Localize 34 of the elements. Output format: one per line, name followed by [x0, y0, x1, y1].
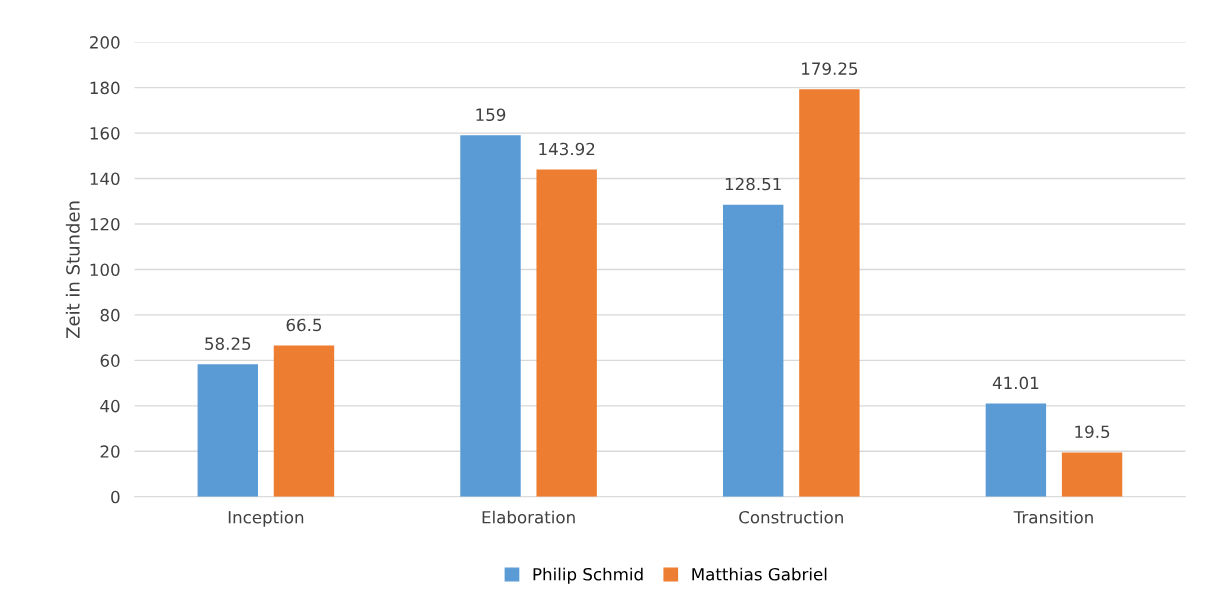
y-tick-label: 100 [90, 263, 120, 277]
legend-label: Matthias Gabriel [692, 567, 827, 581]
data-label: 128.51 [725, 177, 781, 191]
bar [273, 345, 335, 497]
x-tick-label: Transition [1013, 510, 1093, 524]
x-tick-label: Construction [739, 510, 843, 524]
x-tick-label: Elaboration [482, 510, 575, 524]
y-axis-title: Zeit in Stunden [65, 201, 80, 339]
bar [460, 135, 521, 497]
data-label: 143.92 [539, 142, 595, 156]
y-tick-label: 40 [100, 399, 120, 413]
data-label: 159 [476, 108, 506, 122]
y-tick-label: 120 [90, 217, 120, 231]
data-label: 19.5 [1075, 425, 1110, 439]
y-tick-label: 60 [100, 354, 120, 367]
y-tick-label: 20 [100, 445, 120, 458]
data-label: 58.25 [205, 337, 251, 351]
data-label: 179.25 [802, 62, 858, 75]
x-tick-label: Inception [228, 510, 304, 527]
y-tick-label: 0 [111, 490, 120, 504]
y-tick-label: 160 [90, 127, 120, 140]
y-tick-label: 200 [90, 36, 120, 49]
legend-label: Philip Schmid [533, 567, 643, 584]
y-tick-label: 180 [90, 81, 120, 95]
bar [536, 169, 597, 497]
bar [197, 364, 258, 497]
bar [799, 89, 860, 497]
bar [1061, 452, 1123, 497]
bar [722, 204, 784, 497]
y-tick-label: 80 [100, 308, 120, 322]
y-tick-label: 140 [90, 172, 120, 186]
data-label: 41.01 [992, 376, 1039, 390]
data-label: 66.5 [286, 318, 322, 332]
bar [985, 403, 1047, 497]
